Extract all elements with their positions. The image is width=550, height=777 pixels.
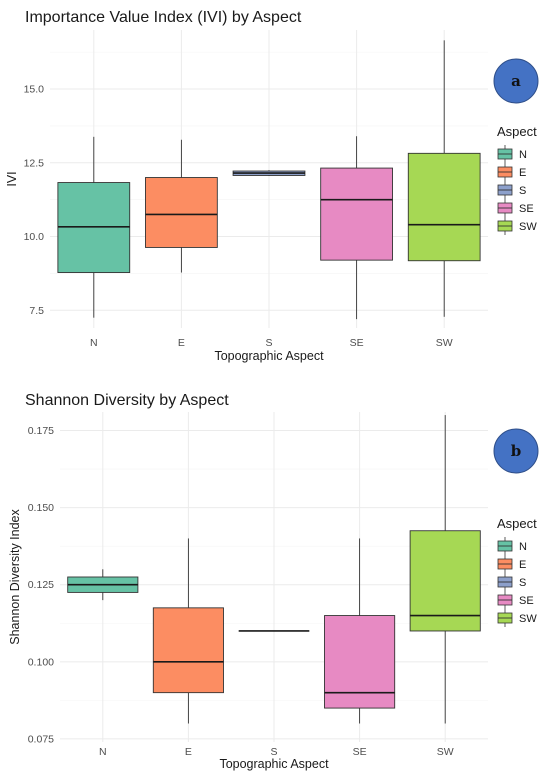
legend-item-s: S (497, 573, 526, 591)
y-tick-label: 0.175 (28, 425, 54, 437)
legend-title: Aspect (497, 124, 537, 139)
legend-item-n: N (497, 537, 527, 555)
panel-badge: b (493, 428, 539, 474)
chart-title: Importance Value Index (IVI) by Aspect (25, 9, 302, 26)
y-tick-label: 15.0 (24, 84, 45, 96)
chart-panel-a: Importance Value Index (IVI) by Aspect 7.… (5, 9, 539, 363)
x-axis-label: Topographic Aspect (219, 757, 329, 771)
legend-label: SW (519, 221, 537, 233)
legend-item-se: SE (497, 199, 534, 217)
legend-label: E (519, 167, 526, 179)
legend-item-sw: SW (497, 609, 537, 627)
legend-title: Aspect (497, 516, 537, 531)
y-axis-label: Shannon Diversity Index (8, 509, 22, 645)
x-tick-label: E (178, 337, 185, 349)
x-tick-label: E (185, 746, 192, 758)
box-sw (407, 40, 481, 317)
legend-item-n: N (497, 145, 527, 163)
legend-label: S (519, 185, 526, 197)
x-tick-label: N (99, 746, 107, 758)
box-iqr (409, 530, 481, 632)
panel-badge-circle (493, 58, 539, 104)
panel-badge-circle (493, 428, 539, 474)
x-axis-label: Topographic Aspect (214, 349, 324, 363)
box-iqr (324, 615, 396, 709)
box-se (320, 136, 393, 320)
box-iqr (320, 167, 393, 261)
box-e (152, 538, 224, 724)
x-tick-label: SE (353, 746, 367, 758)
box-e (145, 139, 218, 273)
x-tick-label: N (90, 337, 98, 349)
legend: Aspect NES SE SW (497, 516, 537, 627)
legend-item-sw: SW (497, 217, 537, 235)
x-tick-label: SE (350, 337, 364, 349)
x-tick-label: SW (436, 337, 453, 349)
legend-item-s: S (497, 181, 526, 199)
legend-label: SE (519, 595, 534, 607)
legend-label: N (519, 149, 527, 161)
box-n (67, 569, 139, 601)
box-iqr (152, 607, 224, 694)
x-tick-label: S (270, 746, 277, 758)
panel-badge-label: b (511, 442, 522, 460)
legend-label: S (519, 577, 526, 589)
y-tick-label: 0.075 (28, 733, 54, 745)
box-sw (409, 415, 481, 724)
y-tick-label: 12.5 (24, 157, 45, 169)
legend-item-e: E (497, 163, 526, 181)
box-n (57, 136, 131, 318)
chart-title: Shannon Diversity by Aspect (25, 392, 229, 409)
y-tick-label: 10.0 (24, 231, 45, 243)
y-tick-label: 0.100 (28, 656, 54, 668)
box-s (232, 170, 306, 177)
y-tick-label: 7.5 (29, 305, 44, 317)
y-tick-label: 0.125 (28, 579, 54, 591)
box-se (324, 538, 396, 724)
x-tick-label: S (265, 337, 272, 349)
legend-label: SW (519, 613, 537, 625)
legend-label: E (519, 559, 526, 571)
legend-item-se: SE (497, 591, 534, 609)
y-tick-label: 0.150 (28, 502, 54, 514)
y-axis-label: IVI (5, 171, 19, 186)
legend: Aspect NES SE SW (497, 124, 537, 235)
x-tick-label: SW (437, 746, 454, 758)
legend-item-e: E (497, 555, 526, 573)
legend-label: N (519, 541, 527, 553)
panel-badge: a (493, 58, 539, 104)
box-iqr (407, 152, 481, 262)
box-iqr (145, 177, 218, 248)
legend-label: SE (519, 203, 534, 215)
chart-panel-b: Shannon Diversity by Aspect 0.075 0.100 0.1… (8, 392, 539, 771)
panel-badge-label: a (511, 72, 521, 90)
